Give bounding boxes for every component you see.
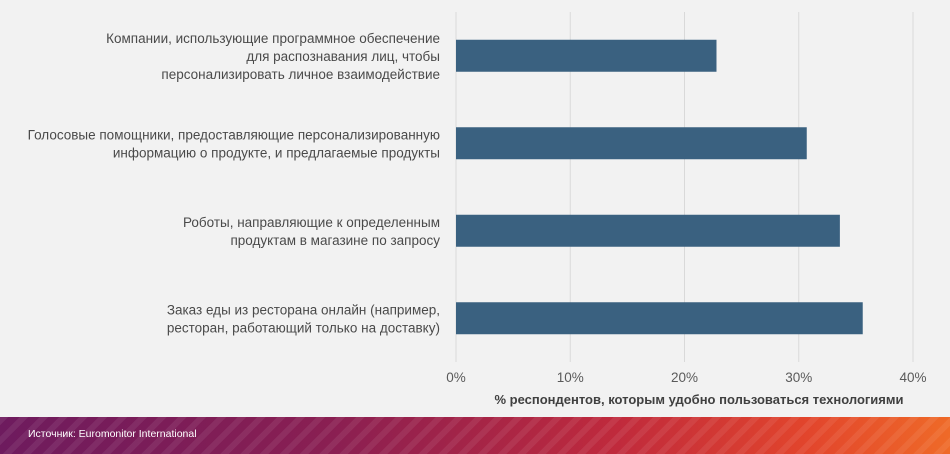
category-label-line: Заказ еды из ресторана онлайн (например, bbox=[167, 302, 440, 317]
bars bbox=[456, 39, 863, 335]
x-tick-labels: 0% 10% 20% 30% 40% bbox=[446, 370, 926, 385]
bar-2 bbox=[456, 214, 840, 247]
bar-0 bbox=[456, 39, 717, 72]
footer-banner: Источник: Euromonitor International bbox=[0, 417, 950, 454]
category-label-line: Роботы, направляющие к определенным bbox=[183, 215, 440, 230]
x-tick-label-2: 20% bbox=[671, 370, 698, 385]
x-tick-label-3: 30% bbox=[785, 370, 812, 385]
category-labels: Компании, использующие программное обесп… bbox=[28, 31, 441, 336]
category-label-3: Заказ еды из ресторана онлайн (например,… bbox=[167, 302, 440, 335]
category-label-0: Компании, использующие программное обесп… bbox=[106, 31, 440, 82]
x-axis-title: % респондентов, которым удобно пользоват… bbox=[494, 392, 903, 407]
source-note: Источник: Euromonitor International bbox=[28, 428, 197, 440]
category-label-line: Компании, использующие программное обесп… bbox=[106, 31, 440, 46]
x-tick-label-1: 10% bbox=[557, 370, 584, 385]
category-label-line: для распознавания лиц, чтобы bbox=[246, 49, 440, 64]
bar-1 bbox=[456, 127, 807, 160]
category-label-line: персонализировать личное взаимодействие bbox=[161, 67, 440, 82]
category-label-line: продуктам в магазине по запросу bbox=[230, 233, 440, 248]
x-tick-label-4: 40% bbox=[899, 370, 926, 385]
category-label-line: информацию о продукте, и предлагаемые пр… bbox=[113, 145, 440, 160]
category-label-2: Роботы, направляющие к определенным проду… bbox=[183, 215, 440, 248]
category-label-line: Голосовые помощники, предоставляющие пер… bbox=[28, 127, 440, 142]
bar-3 bbox=[456, 302, 863, 335]
footer-stripes bbox=[0, 417, 950, 454]
bar-chart: Компании, использующие программное обесп… bbox=[28, 12, 927, 407]
x-tick-label-0: 0% bbox=[446, 370, 466, 385]
category-label-1: Голосовые помощники, предоставляющие пер… bbox=[28, 127, 440, 160]
category-label-line: ресторан, работающий только на доставку) bbox=[167, 320, 440, 335]
footer-gradient bbox=[0, 417, 950, 454]
